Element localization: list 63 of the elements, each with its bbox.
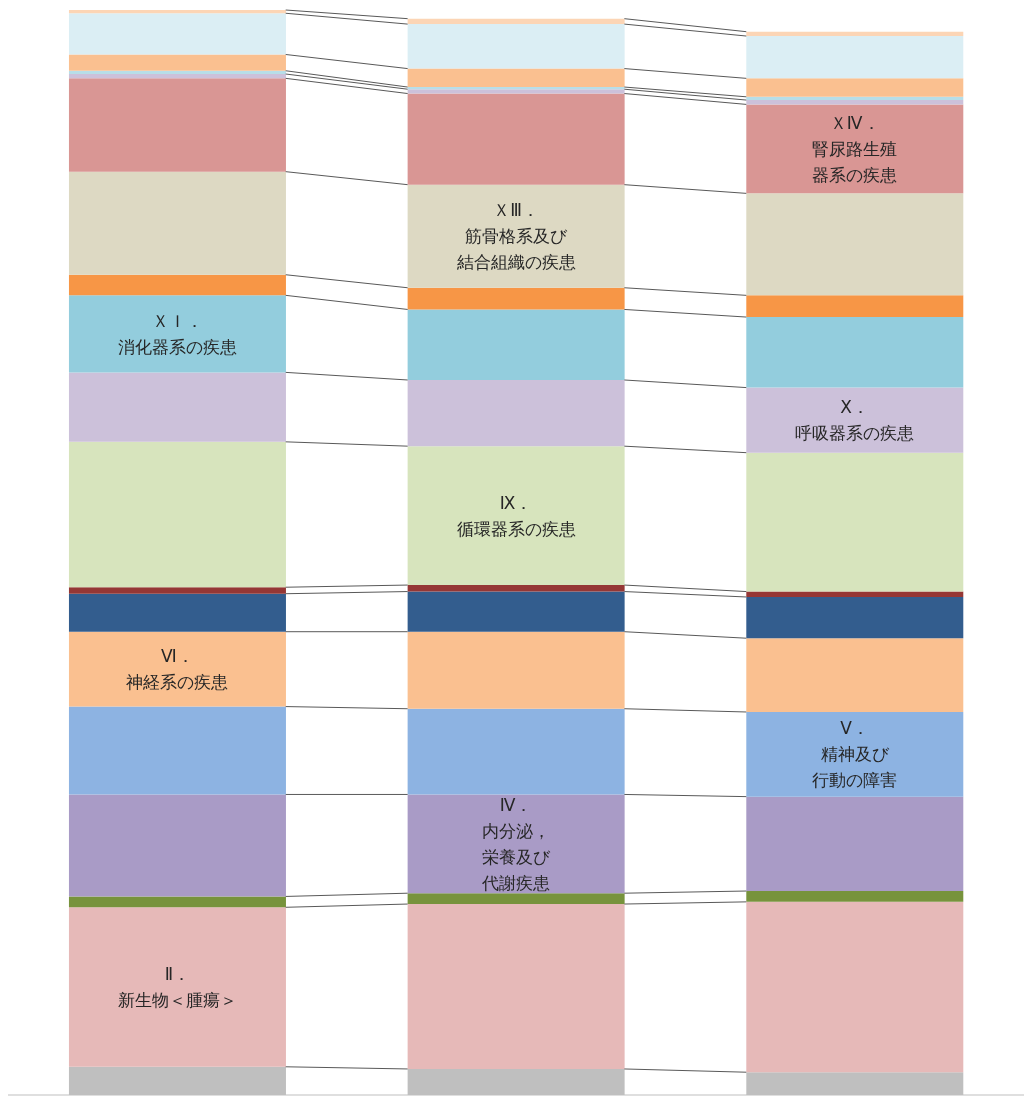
bar: [746, 104, 964, 194]
bar: [746, 31, 964, 37]
bar: [746, 387, 964, 453]
bar: [746, 901, 964, 1073]
bar: [68, 896, 286, 908]
bar: [68, 907, 286, 1067]
bar: [407, 89, 625, 94]
bar: [407, 446, 625, 586]
bar: [68, 78, 286, 172]
bar: [68, 631, 286, 707]
series-label: Ⅵ．神経系の疾患: [126, 646, 229, 693]
bar: [68, 274, 286, 296]
bar: [68, 295, 286, 373]
bar: [746, 796, 964, 892]
bar: [746, 78, 964, 97]
bar: [407, 87, 625, 90]
bar: [407, 287, 625, 310]
bar: [68, 593, 286, 632]
bar: [407, 184, 625, 288]
bar: [746, 891, 964, 902]
bar: [68, 54, 286, 71]
bar: [407, 708, 625, 795]
bar: [746, 596, 964, 639]
bar: [68, 171, 286, 275]
bar: [68, 13, 286, 55]
bar: [407, 631, 625, 709]
bar: [407, 24, 625, 69]
bar: [68, 372, 286, 442]
bar: [407, 585, 625, 592]
series-label: Ⅱ．新生物＜腫瘍＞: [117, 964, 237, 1011]
bar: [746, 295, 964, 318]
bar: [407, 379, 625, 447]
bar: [407, 93, 625, 185]
bar: [68, 70, 286, 75]
bar: [68, 441, 286, 588]
bar: [746, 36, 964, 79]
series-label: Ⅳ．内分泌，栄養及び代謝疾患: [481, 794, 551, 893]
bar: [68, 706, 286, 795]
series-label: ＸⅣ．腎尿路生殖器系の疾患: [812, 112, 898, 185]
series-label: ＸＩ．消化器系の疾患: [117, 310, 237, 357]
bar: [746, 591, 964, 597]
bar: [407, 68, 625, 88]
bar: [746, 452, 964, 592]
series-label: Ⅹ．呼吸器系の疾患: [795, 397, 915, 444]
bar: [68, 794, 286, 897]
bar: [407, 794, 625, 894]
bar: [746, 100, 964, 105]
series-label: Ⅴ．精神及び行動の障害: [812, 718, 898, 791]
bar: [746, 317, 964, 388]
bar: [68, 587, 286, 594]
bar: [746, 96, 964, 101]
bar: [68, 10, 286, 14]
bar: [407, 893, 625, 905]
bar: [407, 309, 625, 380]
bar: [746, 712, 964, 797]
bar: [746, 193, 964, 296]
series-label: ＸⅢ．筋骨格系及び結合組織の疾患: [455, 200, 576, 273]
series-label: Ⅸ．循環器系の疾患: [456, 492, 576, 539]
bar: [746, 638, 964, 712]
bar: [407, 591, 625, 632]
bar: [68, 74, 286, 79]
bar: [407, 904, 625, 1069]
bar: [407, 18, 625, 25]
